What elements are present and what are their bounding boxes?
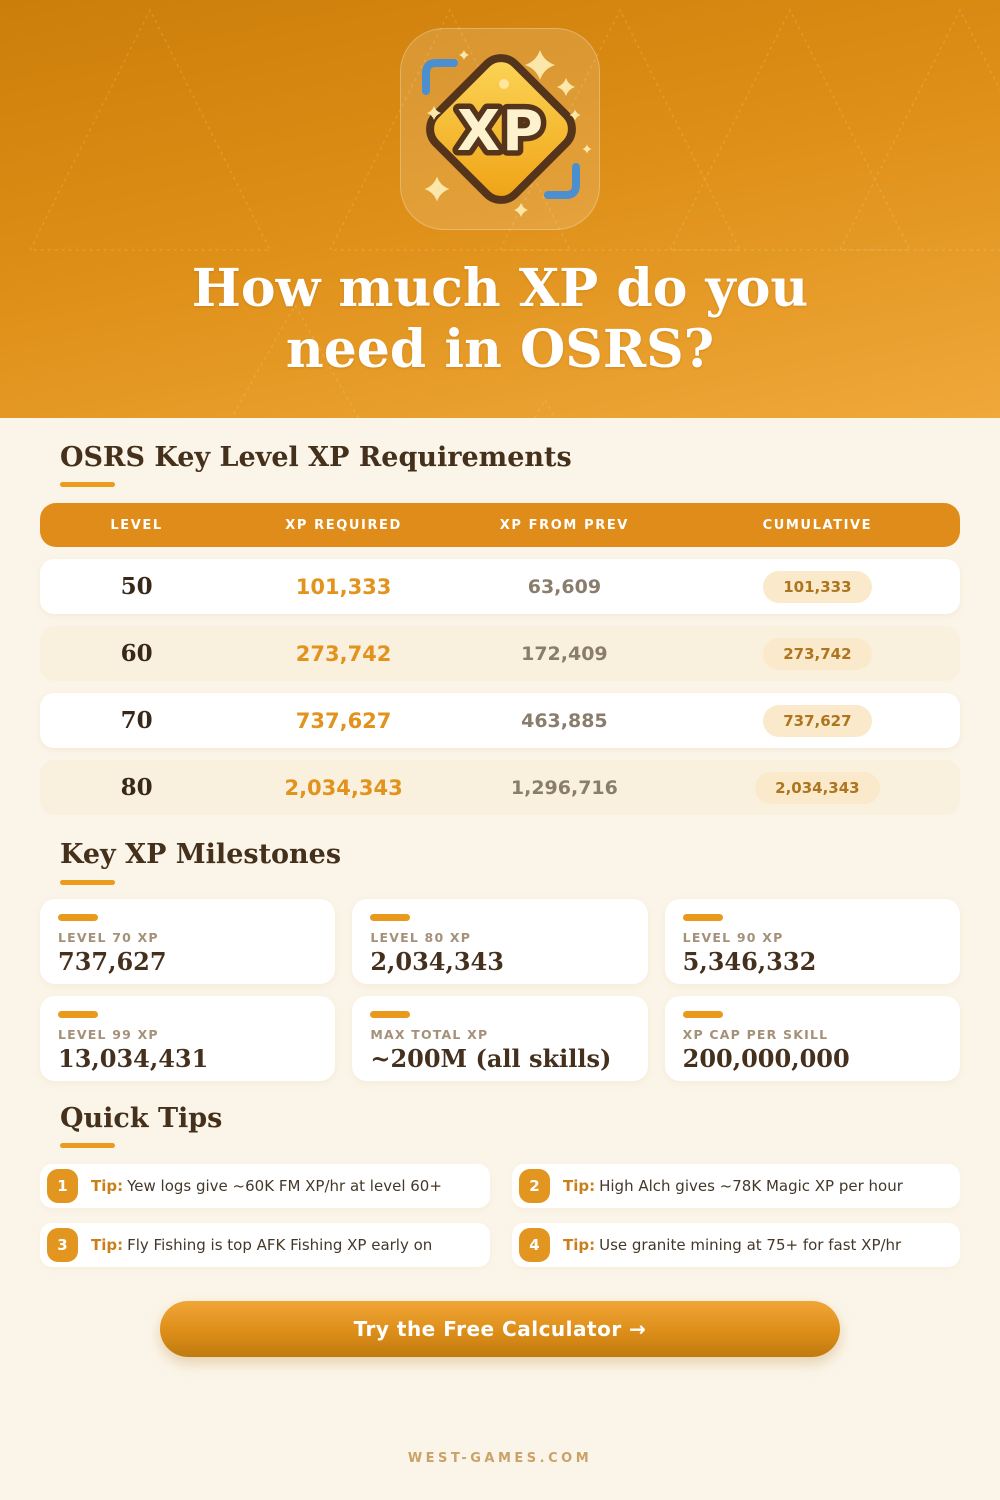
table-header-row: Level XP Required XP From Prev Cumulativ… bbox=[40, 503, 960, 548]
milestone-label: Level 90 XP bbox=[682, 929, 784, 945]
table-row: 60 273,742 172,409 273,742 bbox=[40, 626, 960, 682]
milestone-card: Level 80 XP 2,034,343 bbox=[352, 898, 648, 984]
milestone-cards-grid: Level 70 XP 737,627 Level 80 XP 2,034,34… bbox=[40, 898, 960, 1081]
tip-number-badge: 3 bbox=[47, 1228, 78, 1263]
milestone-label: Max Total XP bbox=[370, 1026, 489, 1042]
milestone-value: 200,000,000 bbox=[682, 1043, 850, 1073]
column-header-cumulative: Cumulative bbox=[762, 517, 873, 533]
column-header-level: Level bbox=[110, 517, 163, 533]
cumulative-badge: 737,627 bbox=[763, 704, 872, 737]
cumulative-cell-wrap: 101,333 bbox=[675, 570, 960, 603]
level-cell: 70 bbox=[120, 707, 153, 735]
xp-required-cell: 101,333 bbox=[295, 574, 392, 599]
xp-from-prev-cell: 463,885 bbox=[521, 709, 608, 732]
tip-prefix: Tip: bbox=[563, 1177, 596, 1196]
tip-item: 3 Tip: Fly Fishing is top AFK Fishing XP … bbox=[40, 1223, 490, 1268]
cumulative-badge: 101,333 bbox=[763, 570, 872, 603]
card-accent-bar bbox=[370, 1010, 411, 1018]
milestone-value: 2,034,343 bbox=[370, 946, 504, 976]
tip-text: Tip: Yew logs give ~60K FM XP/hr at level… bbox=[91, 1177, 442, 1195]
tip-number-badge: 2 bbox=[519, 1169, 550, 1204]
level-cell: 60 bbox=[120, 640, 153, 668]
tips-section-title: Quick Tips bbox=[60, 1102, 223, 1134]
milestone-card: Max Total XP ~200M (all skills) bbox=[352, 995, 648, 1081]
diamond-highlight bbox=[499, 79, 509, 89]
milestone-value: ~200M (all skills) bbox=[370, 1043, 612, 1073]
tip-number-badge: 4 bbox=[519, 1228, 550, 1263]
card-accent-bar bbox=[58, 1010, 98, 1018]
main-content: OSRS Key Level XP Requirements Level XP … bbox=[0, 442, 1000, 1466]
milestone-value: 13,034,431 bbox=[58, 1043, 209, 1073]
xp-required-cell: 273,742 bbox=[295, 641, 392, 666]
tip-prefix: Tip: bbox=[563, 1236, 596, 1255]
xp-diamond-icon bbox=[426, 54, 576, 204]
tip-prefix: Tip: bbox=[91, 1236, 124, 1255]
milestone-label: Level 80 XP bbox=[370, 929, 472, 945]
table-row: 80 2,034,343 1,296,716 2,034,343 bbox=[40, 760, 960, 816]
page-title: How much XP do you need in OSRS? bbox=[191, 258, 809, 381]
tip-body: High Alch gives ~78K Magic XP per hour bbox=[599, 1177, 903, 1196]
xp-logo-text: XP bbox=[457, 99, 545, 164]
tip-item: 2 Tip: High Alch gives ~78K Magic XP per … bbox=[512, 1164, 960, 1209]
card-accent-bar bbox=[682, 913, 723, 921]
xp-from-prev-cell: 1,296,716 bbox=[510, 776, 618, 799]
table-row: 50 101,333 63,609 101,333 bbox=[40, 559, 960, 615]
tip-body: Fly Fishing is top AFK Fishing XP early … bbox=[127, 1236, 433, 1255]
xp-badge-icon: XP bbox=[422, 50, 592, 217]
milestone-value: 5,346,332 bbox=[682, 946, 817, 976]
card-accent-bar bbox=[682, 1010, 723, 1018]
xp-logo: XP bbox=[400, 28, 600, 230]
milestone-label: Level 99 XP bbox=[58, 1026, 159, 1042]
tips-grid: 1 Tip: Yew logs give ~60K FM XP/hr at lev… bbox=[40, 1164, 960, 1268]
tip-body: Yew logs give ~60K FM XP/hr at level 60+ bbox=[127, 1177, 442, 1196]
table-row: 70 737,627 463,885 737,627 bbox=[40, 693, 960, 749]
milestone-card: Level 99 XP 13,034,431 bbox=[40, 995, 336, 1081]
tip-item: 1 Tip: Yew logs give ~60K FM XP/hr at lev… bbox=[40, 1164, 490, 1209]
table-section-title: OSRS Key Level XP Requirements bbox=[60, 442, 572, 473]
milestone-card: Level 70 XP 737,627 bbox=[40, 898, 336, 984]
cumulative-badge: 2,034,343 bbox=[755, 771, 880, 804]
title-underline bbox=[60, 879, 115, 885]
cumulative-cell-wrap: 2,034,343 bbox=[675, 771, 960, 804]
xp-from-prev-cell: 63,609 bbox=[527, 575, 602, 598]
milestone-card: XP Cap Per Skill 200,000,000 bbox=[664, 995, 960, 1081]
milestone-value: 737,627 bbox=[58, 946, 167, 976]
title-underline bbox=[60, 482, 115, 488]
site-footer: WEST-GAMES.COM bbox=[407, 1451, 593, 1467]
tip-body: Use granite mining at 75+ for fast XP/hr bbox=[599, 1236, 902, 1255]
level-cell: 50 bbox=[120, 573, 153, 601]
tip-number-badge: 1 bbox=[47, 1169, 78, 1204]
xp-required-cell: 2,034,343 bbox=[284, 775, 403, 800]
milestone-label: Level 70 XP bbox=[58, 929, 159, 945]
sparkle-icons bbox=[424, 50, 592, 217]
milestone-label: XP Cap Per Skill bbox=[682, 1026, 829, 1042]
card-accent-bar bbox=[58, 913, 98, 921]
tip-item: 4 Tip: Use granite mining at 75+ for fast… bbox=[512, 1223, 960, 1268]
card-accent-bar bbox=[370, 913, 411, 921]
cumulative-badge: 273,742 bbox=[763, 637, 872, 670]
milestones-section-title: Key XP Milestones bbox=[60, 839, 342, 871]
xp-required-cell: 737,627 bbox=[295, 708, 392, 733]
tip-prefix: Tip: bbox=[91, 1177, 124, 1196]
tip-text: Tip: High Alch gives ~78K Magic XP per ho… bbox=[563, 1177, 903, 1195]
tip-text: Tip: Fly Fishing is top AFK Fishing XP ea… bbox=[91, 1236, 432, 1254]
free-calculator-button[interactable]: Try the Free Calculator → bbox=[160, 1301, 840, 1358]
xp-from-prev-cell: 172,409 bbox=[521, 642, 608, 665]
title-underline bbox=[60, 1143, 115, 1149]
header-banner: XP How much XP do y bbox=[0, 0, 1000, 418]
column-header-xp-required: XP Required bbox=[285, 517, 402, 533]
tip-text: Tip: Use granite mining at 75+ for fast X… bbox=[563, 1236, 901, 1254]
column-header-xp-from-prev: XP From Prev bbox=[499, 517, 629, 533]
cumulative-cell-wrap: 737,627 bbox=[675, 704, 960, 737]
cumulative-cell-wrap: 273,742 bbox=[675, 637, 960, 670]
milestone-card: Level 90 XP 5,346,332 bbox=[664, 898, 960, 984]
corner-bracket-icons bbox=[422, 59, 580, 199]
level-cell: 80 bbox=[120, 774, 153, 802]
